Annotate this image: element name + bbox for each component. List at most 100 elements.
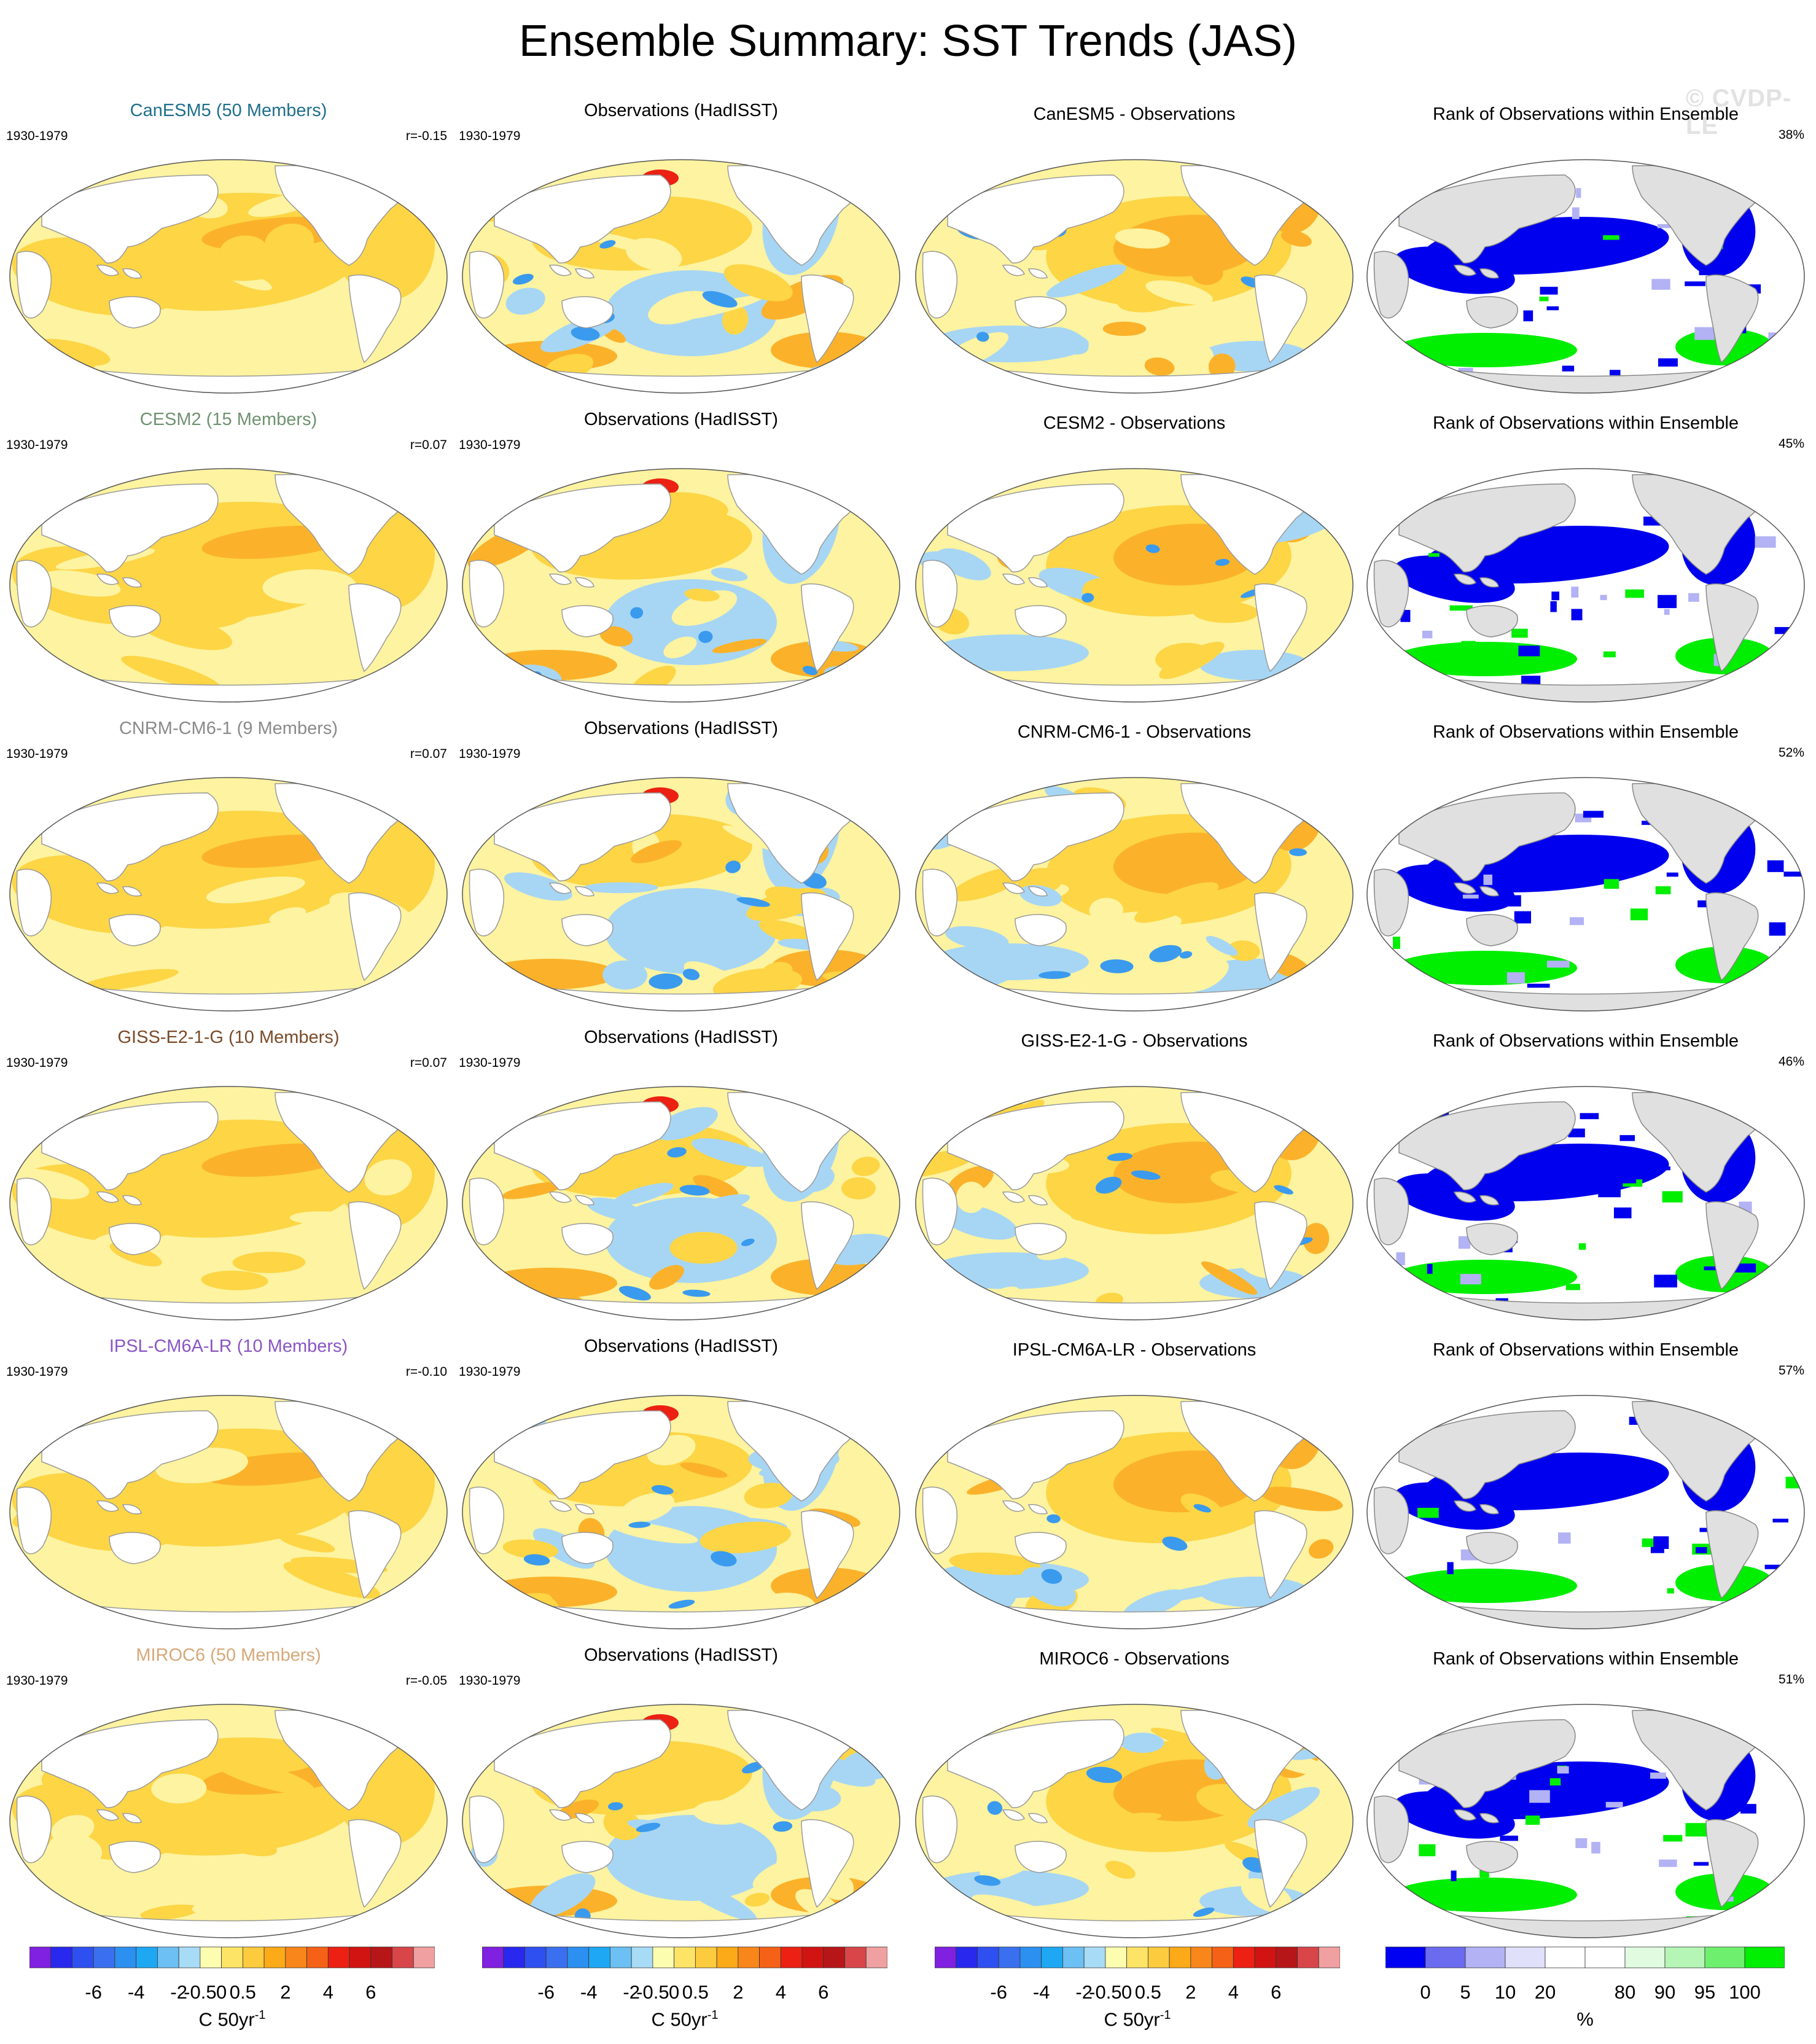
colorbar-swatch — [1105, 1946, 1128, 1968]
panel-rank-row-5: Rank of Observations within Ensemble 57% — [1362, 1328, 1809, 1635]
pattern-correlation: r=-0.05 — [405, 1674, 447, 1688]
colorbar-swatch — [1704, 1946, 1745, 1968]
colorbar-swatch — [221, 1946, 243, 1968]
colorbar-tick-label: 6 — [1271, 1981, 1282, 2003]
colorbar-swatch — [759, 1946, 781, 1968]
panel-obs-row-3: Observations (HadISST) 1930-1979 — [458, 710, 905, 1017]
diff-map — [915, 777, 1354, 1012]
pattern-correlation: r=0.07 — [410, 1056, 447, 1070]
colorbar-tick-label: 95 — [1694, 1981, 1716, 2003]
colorbar-unit-label: C 50yr-1 — [1104, 2008, 1171, 2030]
colorbar-swatch — [865, 1946, 887, 1968]
colorbar-tick-label: 2 — [280, 1981, 291, 2003]
colorbar-swatch — [242, 1946, 265, 1968]
panel-diff-row-3: CNRM-CM6-1 - Observations — [911, 710, 1358, 1017]
colorbar-swatch — [977, 1946, 999, 1968]
obs-map — [462, 1086, 900, 1320]
rank-map — [1366, 1086, 1805, 1320]
colorbar-swatch — [50, 1946, 72, 1968]
rank-percentage: 45% — [1778, 437, 1804, 451]
model-title: CNRM-CM6-1 (9 Members) — [119, 719, 338, 738]
colorbar-tick-label: 0 — [216, 1981, 227, 2003]
colorbar-tick-label: 0.5 — [682, 1981, 709, 2003]
colorbar-swatches — [482, 1946, 887, 1968]
colorbar-swatch — [1545, 1946, 1586, 1968]
colorbar-tick-label: -6 — [537, 1981, 555, 2003]
colorbar-unit-text: C 50yr — [198, 2008, 255, 2030]
panel-model-row-5: IPSL-CM6A-LR (10 Members) 1930-1979 r=-0.1… — [5, 1328, 452, 1635]
panel-model-row-6: MIROC6 (50 Members) 1930-1979 r=-0.05 — [5, 1637, 452, 1944]
colorbar-swatch — [1664, 1946, 1705, 1968]
period-label: 1930-1979 — [459, 1365, 521, 1379]
colorbar-tick-label: 2 — [733, 1981, 744, 2003]
colorbar-swatch — [72, 1946, 94, 1968]
colorbar-swatch — [935, 1946, 957, 1968]
colorbar-tick-label: 2 — [1185, 1981, 1196, 2003]
rank-map — [1366, 1704, 1805, 1938]
diff-map — [915, 159, 1354, 394]
colorbar-swatch — [780, 1946, 803, 1968]
colorbar-swatch — [29, 1946, 52, 1968]
panel-rank-row-3: Rank of Observations within Ensemble 52% — [1362, 710, 1809, 1017]
model-map — [9, 1395, 448, 1629]
rank-map — [1366, 777, 1805, 1012]
colorbar-unit-label: % — [1576, 2008, 1594, 2030]
pattern-correlation: r=-0.10 — [405, 1365, 447, 1379]
colorbar-tick-label: 80 — [1614, 1981, 1636, 2003]
observations-title: Observations (HadISST) — [584, 101, 778, 120]
difference-title: GISS-E2-1-G - Observations — [1021, 1031, 1248, 1051]
obs-map — [462, 1704, 900, 1938]
model-map — [9, 159, 448, 394]
rank-colorbar: 0 5 10 20 80 90 95 100% — [1385, 1946, 1785, 2044]
pattern-correlation: r=0.07 — [410, 747, 447, 761]
period-label: 1930-1979 — [6, 1365, 68, 1379]
colorbar-tick-label: -2 — [1075, 1981, 1093, 2003]
colorbar-tick-label: 5 — [1460, 1981, 1471, 2003]
panel-model-row-4: GISS-E2-1-G (10 Members) 1930-1979 r=0.07 — [5, 1019, 452, 1326]
model-map — [9, 468, 448, 703]
colorbar-tick-label: 0 — [669, 1981, 680, 2003]
panel-diff-row-2: CESM2 - Observations — [911, 401, 1358, 708]
colorbar-tick-label: -6 — [990, 1981, 1007, 2003]
colorbar-swatches — [935, 1946, 1340, 1968]
colorbar-swatch — [801, 1946, 824, 1968]
colorbar-swatch — [998, 1946, 1021, 1968]
panel-rank-row-2: Rank of Observations within Ensemble 45% — [1362, 401, 1809, 708]
diff-map — [915, 468, 1354, 703]
model-map — [9, 1086, 448, 1320]
colorbar-tick-label: 0 — [1121, 1981, 1132, 2003]
colorbar-unit-label: C 50yr-1 — [198, 2008, 265, 2030]
colorbar-swatch — [1505, 1946, 1546, 1968]
colorbar-swatch — [1083, 1946, 1106, 1968]
watermark-text: © CVDP-LE — [1686, 85, 1792, 139]
colorbar-swatch — [482, 1946, 504, 1968]
colorbar-swatch — [588, 1946, 610, 1968]
colorbar-swatch — [631, 1946, 653, 1968]
panel-obs-row-2: Observations (HadISST) 1930-1979 — [458, 401, 905, 708]
panel-diff-row-1: CanESM5 - Observations — [911, 92, 1358, 399]
colorbar-swatch — [93, 1946, 115, 1968]
colorbar-swatch — [413, 1946, 435, 1968]
colorbar-tick-label: 4 — [1228, 1981, 1239, 2003]
obs-map — [462, 468, 900, 703]
colorbar-swatch — [1147, 1946, 1170, 1968]
colorbar-tick-label: -2 — [623, 1981, 640, 2003]
colorbar-swatch — [1126, 1946, 1148, 1968]
period-label: 1930-1979 — [459, 747, 521, 761]
sst-colorbar-3: -6 -4 -2 -0.5 0 0.5 2 4 6 C 50yr-1 — [935, 1946, 1340, 2044]
colorbar-swatch — [1624, 1946, 1666, 1968]
colorbar-swatch — [1425, 1946, 1466, 1968]
colorbar-tick-label: -2 — [170, 1981, 187, 2003]
model-title: CESM2 (15 Members) — [139, 410, 318, 429]
colorbar-swatch — [306, 1946, 329, 1968]
colorbar-unit-exponent: -1 — [1159, 2008, 1171, 2022]
colorbar-swatch — [349, 1946, 372, 1968]
model-title: MIROC6 (50 Members) — [136, 1645, 321, 1665]
panel-rank-row-6: Rank of Observations within Ensemble 51% — [1362, 1637, 1809, 1944]
rank-percentage: 57% — [1778, 1363, 1804, 1378]
difference-title: MIROC6 - Observations — [1039, 1649, 1230, 1669]
colorbar-swatch — [370, 1946, 392, 1968]
period-label: 1930-1979 — [459, 129, 521, 143]
colorbar-swatch — [1318, 1946, 1340, 1968]
colorbar-tick-label: -6 — [85, 1981, 102, 2003]
